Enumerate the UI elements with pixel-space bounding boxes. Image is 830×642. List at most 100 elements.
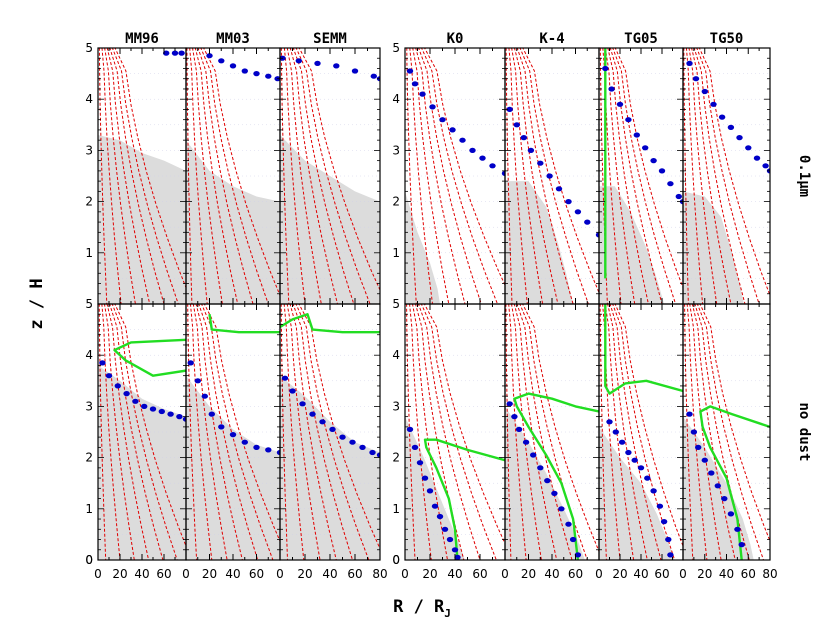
data-point (299, 401, 306, 407)
x-tick-label: 20 (297, 567, 312, 581)
data-point (171, 50, 179, 56)
contour-line (195, 304, 243, 560)
contour-line (186, 48, 193, 304)
y-tick-label: 1 (392, 246, 400, 260)
contour-line (98, 48, 108, 304)
x-tick-label: 40 (134, 567, 149, 581)
data-point (656, 503, 664, 509)
contour-line (417, 304, 481, 560)
y-axis-label: z / H (27, 278, 47, 329)
contour-line (106, 48, 151, 304)
data-point (208, 411, 215, 417)
data-point (546, 173, 553, 179)
contour-line (612, 48, 677, 304)
y-tick-label: 3 (85, 399, 93, 413)
x-tick-label: 40 (447, 567, 462, 581)
contour-line (283, 304, 305, 560)
x-tick-label: 20 (697, 567, 712, 581)
data-point (527, 147, 535, 153)
contour-line (607, 304, 648, 560)
contour-line (691, 304, 736, 560)
data-point (454, 554, 461, 560)
shaded-region (599, 186, 665, 304)
data-point (421, 475, 429, 481)
data-point (167, 411, 174, 417)
data-point (692, 76, 700, 82)
data-point (736, 135, 743, 141)
y-tick-label: 1 (85, 502, 93, 516)
contour-line (292, 304, 353, 560)
contour-line (612, 304, 676, 560)
contour-line (424, 48, 505, 287)
contour-line (109, 48, 165, 304)
data-point (738, 542, 745, 548)
panel-k0-dust (405, 48, 505, 304)
data-point (511, 414, 518, 420)
shaded-region (280, 375, 380, 560)
data-point (406, 68, 414, 74)
data-point (606, 419, 613, 425)
data-point (642, 145, 649, 151)
column-title: TG05 (624, 31, 658, 47)
column-title: TG50 (710, 31, 744, 47)
data-point (631, 457, 638, 463)
data-point (132, 398, 139, 404)
x-tick-label: 60 (654, 567, 669, 581)
x-tick-label: 80 (372, 567, 387, 581)
panel-mm96-nodust (98, 304, 186, 560)
y-tick-label: 0 (392, 553, 400, 567)
x-tick-label: 80 (762, 567, 777, 581)
y-tick-label: 2 (85, 195, 93, 209)
contour-line (614, 48, 683, 289)
data-point (376, 452, 380, 458)
contour-line (522, 304, 599, 553)
data-point (686, 60, 693, 66)
panel-k0-nodust (405, 304, 505, 560)
contour-line (519, 304, 588, 560)
green-curve (280, 313, 380, 334)
data-point (537, 160, 544, 166)
data-point (441, 526, 449, 532)
data-point (745, 145, 752, 151)
data-point (176, 414, 183, 420)
y-tick-label: 2 (392, 451, 400, 465)
row-label-nodust: no dust (796, 402, 812, 461)
x-tick-label: 60 (347, 567, 362, 581)
x-tick-label: 20 (521, 567, 536, 581)
data-point (595, 232, 599, 238)
panel-k-4-dust (505, 48, 599, 304)
contour-line (289, 304, 337, 560)
contour-line (114, 304, 186, 548)
data-point (319, 419, 326, 425)
contour-line (101, 48, 122, 304)
x-tick-label: 20 (112, 567, 127, 581)
data-point (714, 483, 721, 489)
data-point (178, 50, 185, 56)
contour-line (516, 304, 573, 560)
contour-line (101, 304, 121, 560)
panel-k-4-nodust (505, 304, 599, 560)
contour-line (111, 48, 179, 304)
data-point (339, 434, 346, 440)
data-point (544, 478, 551, 484)
contour-line (406, 304, 416, 560)
contour-line (505, 304, 512, 560)
green-curve (208, 314, 280, 334)
data-point (506, 106, 513, 112)
contour-line (614, 304, 683, 548)
data-point (637, 465, 645, 471)
x-axis-label-subscript: J (444, 607, 451, 620)
y-tick-label: 5 (392, 297, 400, 311)
row-label-dust: 0.1μm (796, 155, 812, 197)
contour-line (607, 48, 649, 304)
panels-layer (98, 48, 770, 560)
y-tick-label: 4 (392, 92, 400, 106)
data-point (618, 439, 626, 445)
contour-line (289, 48, 338, 304)
contour-line (696, 304, 764, 560)
data-point (229, 432, 237, 438)
data-point (314, 60, 321, 66)
x-tick-label: 60 (249, 567, 264, 581)
y-tick-label: 4 (85, 348, 93, 362)
data-point (416, 460, 424, 466)
